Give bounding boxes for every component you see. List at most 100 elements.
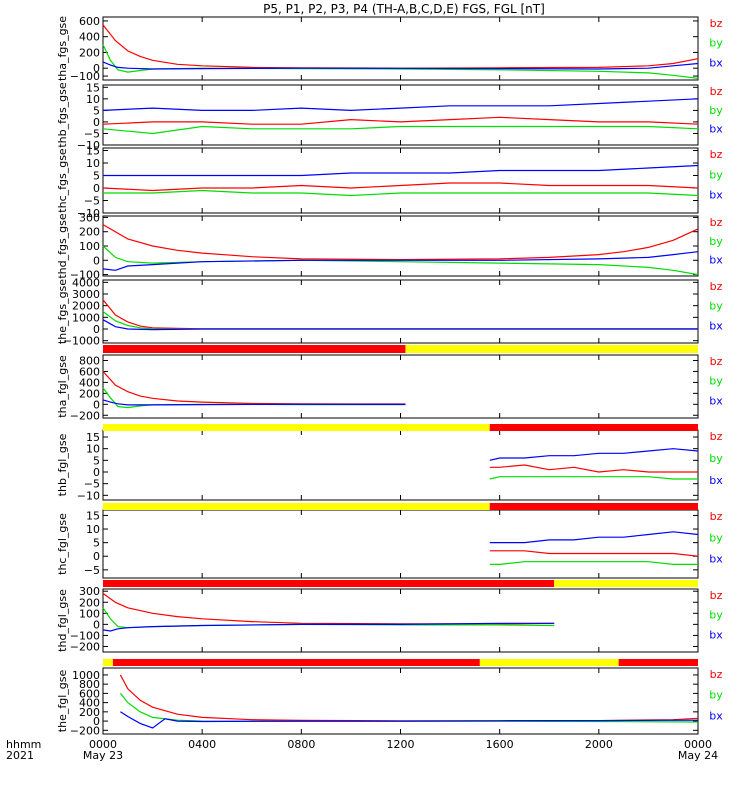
y-tick-label: 5 xyxy=(93,104,100,117)
series-line-bx xyxy=(102,61,699,70)
series-line-bx xyxy=(489,448,699,461)
legend-label-by: by xyxy=(709,689,723,702)
series-line-by xyxy=(103,189,699,197)
flag-segment xyxy=(103,345,406,353)
legend-label-bx: bx xyxy=(709,123,723,136)
time-axis-label-hhmm: hhmm xyxy=(6,738,41,751)
x-tick-label: 0400 xyxy=(188,738,216,751)
y-axis-label: thb_fgl_gse xyxy=(56,433,69,496)
y-tick-label: 200 xyxy=(79,706,100,719)
series-line-bx xyxy=(102,399,406,406)
legend-label-bx: bx xyxy=(709,474,723,487)
y-tick-label: 5 xyxy=(93,454,100,467)
series-line-bx xyxy=(102,319,698,331)
y-tick-label: 0 xyxy=(93,618,100,631)
y-axis-label: thd_fgs_gse xyxy=(56,213,69,279)
y-tick-label: 400 xyxy=(79,376,100,389)
y-tick-label: 200 xyxy=(79,226,100,239)
flag-segment xyxy=(103,580,555,587)
series-line-bx xyxy=(102,622,555,632)
y-tick-label: −200 xyxy=(70,724,100,737)
panel-frame xyxy=(102,588,699,653)
flag-segment xyxy=(554,580,698,587)
y-axis-label: thc_fgl_gse xyxy=(56,513,69,575)
series-line-bz xyxy=(102,224,699,261)
flag-segment xyxy=(618,659,698,666)
flag-segment xyxy=(489,503,698,510)
y-tick-label: −1000 xyxy=(63,335,100,348)
y-tick-label: −5 xyxy=(84,478,100,491)
y-tick-label: −10 xyxy=(77,207,100,220)
y-tick-label: 4000 xyxy=(72,276,100,289)
legend-label-bx: bx xyxy=(709,394,723,407)
y-tick-label: 400 xyxy=(79,697,100,710)
y-tick-label: 600 xyxy=(79,687,100,700)
y-axis-label: the_fgl_gse xyxy=(56,670,69,733)
y-tick-label: 1000 xyxy=(72,311,100,324)
y-tick-label: 200 xyxy=(79,46,100,59)
y-tick-label: 5 xyxy=(93,170,100,183)
legend-label-by: by xyxy=(709,168,723,181)
series-line-bz xyxy=(119,674,699,722)
legend-label-bz: bz xyxy=(710,510,723,523)
y-tick-label: −100 xyxy=(70,269,100,282)
y-tick-label: 1000 xyxy=(72,669,100,682)
legend-label-bx: bx xyxy=(709,628,723,641)
y-tick-label: 800 xyxy=(79,678,100,691)
legend-label-by: by xyxy=(709,609,723,622)
legend-label-bx: bx xyxy=(709,254,723,267)
series-line-by xyxy=(489,476,698,480)
flag-segment xyxy=(489,424,698,431)
y-tick-label: 300 xyxy=(79,211,100,224)
series-line-bx xyxy=(489,531,699,544)
series-line-bx xyxy=(120,711,699,729)
x-tick-label: 1200 xyxy=(387,738,415,751)
series-line-by xyxy=(102,311,698,330)
legend-label-by: by xyxy=(709,531,723,544)
y-tick-label: 15 xyxy=(86,145,100,158)
x-tick-label: 1600 xyxy=(486,738,514,751)
series-line-bx xyxy=(103,164,699,177)
x-tick-label: 0800 xyxy=(287,738,315,751)
panel-frame xyxy=(102,147,699,214)
flag-segment xyxy=(112,659,480,666)
legend-label-bx: bx xyxy=(709,56,723,69)
legend-label-bx: bx xyxy=(709,189,723,202)
legend-label-by: by xyxy=(709,104,723,117)
legend-label-bz: bz xyxy=(710,280,723,293)
legend-label-by: by xyxy=(709,300,723,313)
legend-label-by: by xyxy=(709,452,723,465)
y-tick-label: −100 xyxy=(70,629,100,642)
series-line-bz xyxy=(102,24,699,69)
y-axis-label: tha_fgl_gse xyxy=(56,355,69,418)
series-line-bx xyxy=(102,251,699,271)
y-axis-label: thb_fgs_gse xyxy=(56,82,69,148)
series-line-by xyxy=(489,561,698,566)
y-tick-label: 400 xyxy=(79,31,100,44)
y-axis-label: thd_fgl_gse xyxy=(56,589,69,652)
y-tick-label: 2000 xyxy=(72,300,100,313)
legend-label-bz: bz xyxy=(710,148,723,161)
y-tick-label: 10 xyxy=(86,523,100,536)
y-tick-label: −100 xyxy=(70,70,100,83)
series-line-by xyxy=(102,44,699,79)
date-label-end: May 24 xyxy=(678,749,718,762)
y-tick-label: 600 xyxy=(79,365,100,378)
series-line-bz xyxy=(102,116,699,125)
panel-frame xyxy=(102,509,699,579)
y-tick-label: 0 xyxy=(93,466,100,479)
legend-label-by: by xyxy=(709,375,723,388)
y-axis-label: tha_fgs_gse xyxy=(56,16,69,81)
legend-label-bx: bx xyxy=(709,319,723,332)
x-tick-label: 2000 xyxy=(585,738,613,751)
series-line-bz xyxy=(489,464,698,473)
y-tick-label: 0 xyxy=(93,550,100,563)
panel-frame xyxy=(102,215,699,277)
